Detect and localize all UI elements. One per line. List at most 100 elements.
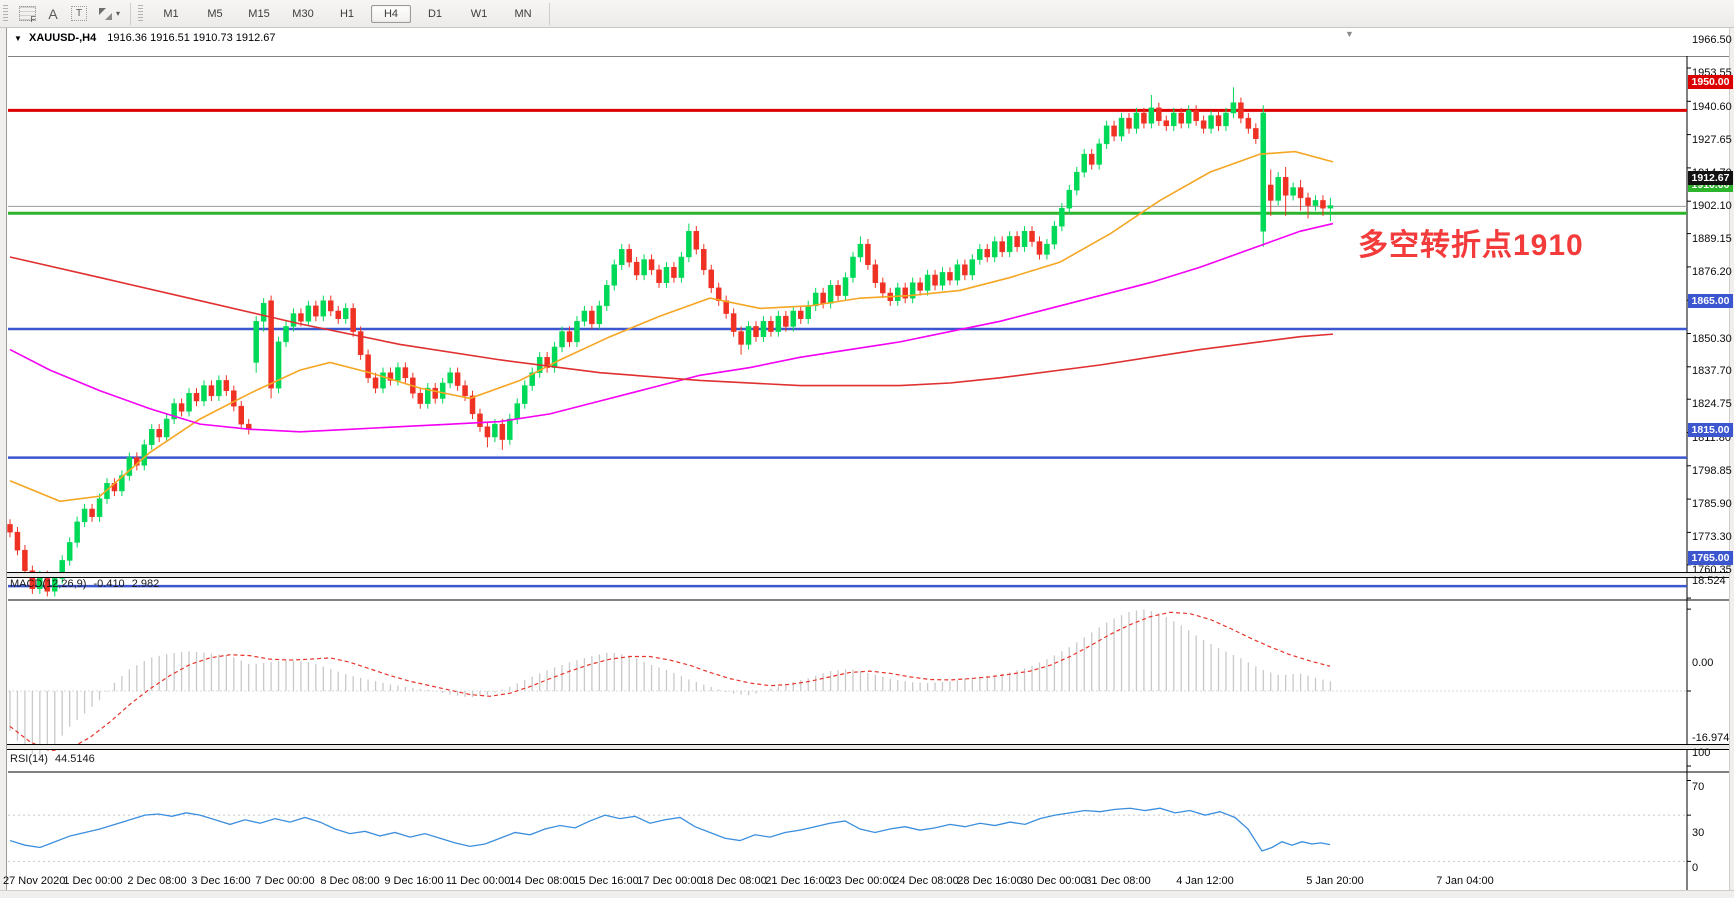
- pane-separator-macd[interactable]: [7, 572, 1729, 578]
- candle-body: [260, 303, 267, 322]
- candle-body: [894, 287, 901, 301]
- candle-body: [521, 385, 528, 404]
- candle-body: [201, 385, 207, 402]
- candle-body: [1126, 117, 1132, 129]
- macd-signal-value: 2.982: [131, 578, 160, 590]
- font-a-icon[interactable]: A: [48, 5, 58, 22]
- timeframe-drag-handle[interactable]: [138, 4, 143, 23]
- candle-body: [604, 285, 610, 307]
- price-level-box-1765[interactable]: 1765.00: [1688, 551, 1733, 566]
- periods-grid-icon[interactable]: F: [14, 3, 40, 25]
- candle-body: [1253, 128, 1259, 139]
- candle-body: [1275, 177, 1281, 201]
- candle-body: [991, 241, 998, 258]
- candle-body: [126, 457, 133, 476]
- timeframe-button-m30[interactable]: M30: [292, 7, 314, 20]
- candle-body: [1059, 207, 1065, 227]
- text-label-icon[interactable]: T: [66, 3, 92, 25]
- candle-body: [954, 264, 961, 281]
- candle-body: [633, 261, 640, 276]
- candle-body: [1185, 110, 1192, 124]
- date-axis-label: 28 Dec 16:00: [957, 875, 1023, 887]
- candle-body: [1096, 143, 1102, 165]
- timeframe-button-h4[interactable]: H4: [371, 4, 411, 23]
- rsi-label: RSI(14) 44.5146: [10, 753, 95, 765]
- price-level-box-1865[interactable]: 1865.00: [1688, 293, 1733, 308]
- timeframe-button-m1[interactable]: M1: [163, 7, 179, 20]
- candle-body: [969, 259, 976, 276]
- candle-body: [730, 313, 737, 332]
- pane-separator-rsi[interactable]: [7, 744, 1729, 750]
- candle-body: [1267, 184, 1274, 201]
- candle-body: [1260, 112, 1267, 232]
- arrow-objects-glyph: [98, 7, 114, 21]
- date-axis-label: 23 Dec 00:00: [829, 875, 895, 887]
- candle-body: [798, 310, 804, 319]
- chart-area: [0, 28, 1734, 898]
- candle-body: [902, 287, 908, 299]
- dropdown-caret-icon[interactable]: ▾: [115, 9, 120, 18]
- price-axis-label: 1837.70: [1692, 365, 1732, 378]
- price-axis-label: 1824.75: [1692, 398, 1732, 411]
- price-axis-label: 1785.90: [1692, 498, 1732, 511]
- candle-body: [238, 405, 245, 425]
- annotation-text[interactable]: 多空转折点1910: [1358, 229, 1584, 262]
- date-axis-label: 2 Dec 08:00: [127, 875, 187, 887]
- symbol-dropdown-icon[interactable]: ▼: [14, 34, 22, 43]
- timeframe-button-w1[interactable]: W1: [470, 7, 488, 20]
- candle-body: [365, 354, 371, 379]
- candle-body: [119, 475, 125, 492]
- candle-body: [402, 367, 409, 379]
- rsi-value: 44.5146: [54, 753, 95, 765]
- candle-body: [96, 498, 103, 517]
- candle-body: [917, 282, 923, 291]
- candle-body: [932, 274, 938, 286]
- candle-body: [611, 264, 618, 286]
- price-axis-label: 1850.30: [1692, 332, 1732, 345]
- timeframe-button-d1[interactable]: D1: [427, 7, 443, 20]
- candle-body: [1223, 112, 1229, 127]
- macd-main-value: -0.410: [93, 578, 125, 590]
- price-level-box-1815[interactable]: 1815.00: [1688, 422, 1733, 437]
- timeframe-button-m15[interactable]: M15: [248, 7, 270, 20]
- candle-body: [439, 382, 446, 399]
- chart-canvas[interactable]: [0, 56, 1734, 898]
- candle-body: [984, 249, 991, 258]
- price-axis-label: 1773.30: [1692, 530, 1732, 543]
- toolbar-drag-handle[interactable]: [3, 4, 8, 23]
- candle-body: [977, 249, 983, 260]
- candle-body: [432, 387, 438, 399]
- candle-body: [618, 249, 625, 265]
- candle-body: [1282, 177, 1289, 196]
- candle-body: [380, 372, 386, 389]
- timeframe-button-h1[interactable]: H1: [339, 7, 355, 20]
- candle-body: [1312, 200, 1319, 206]
- candle-body: [492, 423, 498, 438]
- arrow-objects-icon[interactable]: ▾: [92, 3, 126, 25]
- candle-body: [514, 403, 521, 420]
- date-axis-label: 31 Dec 08:00: [1085, 875, 1151, 887]
- candle-body: [74, 521, 80, 543]
- candle-body: [745, 326, 752, 345]
- candle-body: [812, 292, 819, 307]
- candle-body: [671, 267, 677, 278]
- timeframe-button-m5[interactable]: M5: [207, 7, 223, 20]
- candle-body: [708, 269, 714, 289]
- date-axis-label: 18 Dec 08:00: [701, 875, 767, 887]
- chart-shift-marker-icon[interactable]: ▼: [1345, 29, 1354, 39]
- candle-body: [529, 372, 535, 386]
- price-level-box-1950[interactable]: 1950.00: [1688, 75, 1733, 90]
- date-axis-label: 17 Dec 00:00: [637, 875, 703, 887]
- candle-body: [7, 524, 13, 533]
- candle-body: [790, 310, 797, 327]
- candle-body: [59, 560, 65, 579]
- toolbar-separator: [130, 2, 131, 25]
- timeframe-button-mn[interactable]: MN: [514, 7, 532, 20]
- candle-body: [753, 326, 759, 337]
- candle-body: [1208, 115, 1214, 129]
- candle-body: [1245, 117, 1252, 129]
- candle-body: [29, 570, 36, 589]
- chart-title-line: ▼ XAUUSD-,H4 1916.36 1916.51 1910.73 191…: [14, 32, 276, 44]
- candle-body: [1066, 189, 1073, 209]
